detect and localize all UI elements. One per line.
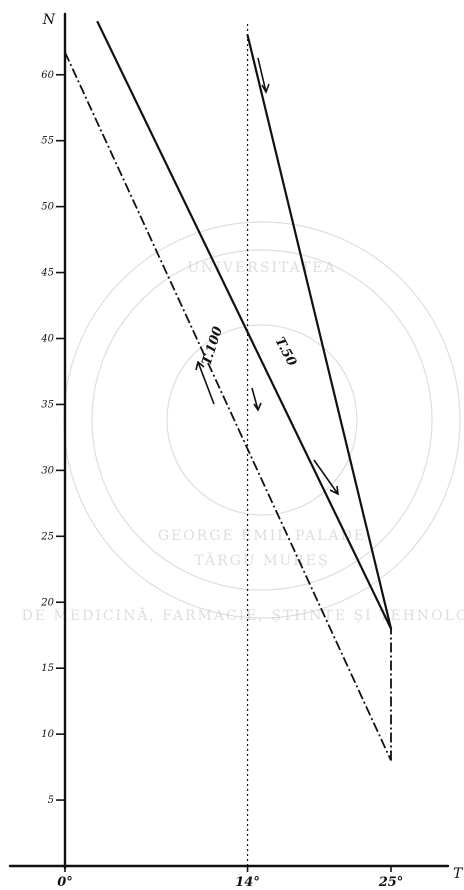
arrow-t100-up xyxy=(195,360,215,405)
y-tick-label: 45 xyxy=(40,268,54,279)
arrow-t50 xyxy=(313,459,339,496)
y-tick-label: 5 xyxy=(48,795,54,806)
y-tick-label: 55 xyxy=(41,136,54,147)
x-tick-label: 14° xyxy=(235,875,260,890)
y-tick-label: 40 xyxy=(40,334,54,345)
reference-lines xyxy=(246,22,392,866)
direction-arrows xyxy=(195,57,339,496)
y-tick-label: 60 xyxy=(41,70,54,81)
university-seal-watermark: UNIVERSITATEA DE MEDICINĂ, FARMACIE, ȘTI… xyxy=(22,221,464,624)
y-tick-label: 50 xyxy=(41,202,54,213)
y-tick-label: 10 xyxy=(41,729,54,740)
y-tick-label: 35 xyxy=(41,399,54,410)
series-line-1 xyxy=(96,20,393,630)
y-ticks: 5 10 15 20 25 30 35 40 45 50 55 60 xyxy=(40,70,65,806)
y-tick-label: 30 xyxy=(41,465,54,476)
arrow-upper xyxy=(257,57,270,94)
y-tick-label: 20 xyxy=(40,597,54,608)
arrow-t100-down xyxy=(251,387,262,412)
series-label-t100: T.100 xyxy=(200,325,227,367)
watermark-name: GEORGE EMIL PALADE xyxy=(158,528,366,544)
watermark-faculties: DE MEDICINĂ, FARMACIE, ȘTIINȚE ȘI TEHNOL… xyxy=(22,606,464,624)
series-line-3 xyxy=(64,51,392,761)
x-axis-label: T xyxy=(453,866,464,882)
series-label-t50: T.50 xyxy=(271,335,299,369)
x-ticks: 0° 14° 25° xyxy=(57,866,403,890)
watermark-university: UNIVERSITATEA xyxy=(187,260,336,276)
y-tick-label: 15 xyxy=(41,663,54,674)
watermark-city: TÂRGU MUREȘ xyxy=(194,551,329,569)
series-line-2 xyxy=(246,34,393,630)
y-axis-label: N xyxy=(42,12,56,28)
y-tick-label: 25 xyxy=(40,531,54,542)
series-lines xyxy=(64,20,393,761)
x-tick-label: 25° xyxy=(378,875,404,890)
x-tick-label: 0° xyxy=(57,875,73,890)
